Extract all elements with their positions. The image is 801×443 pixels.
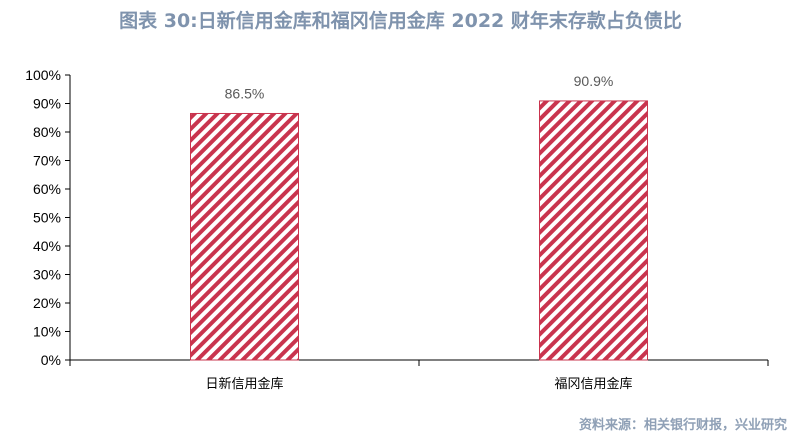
source-note: 资料来源：相关银行财报，兴业研究 [578,418,787,433]
y-tick-label: 10% [33,324,61,340]
y-tick-label: 60% [33,181,61,197]
y-tick-label: 80% [33,124,61,140]
y-tick-label: 70% [33,153,61,169]
bar-data-label: 90.9% [574,73,614,89]
y-tick-label: 90% [33,96,61,112]
y-tick-label: 50% [33,210,61,226]
bar [539,100,648,361]
y-tick-label: 100% [25,67,61,83]
x-category-label: 福冈信用金库 [554,376,632,392]
y-tick-label: 30% [33,267,61,283]
bar [190,112,299,361]
y-tick-label: 20% [33,295,61,311]
chart-title: 图表 30:日新信用金库和福冈信用金库 2022 财年末存款占负债比 [119,10,682,32]
y-tick-label: 0% [41,352,61,368]
y-tick-label: 40% [33,238,61,254]
x-category-label: 日新信用金库 [205,376,283,392]
bar-data-label: 86.5% [225,85,265,101]
